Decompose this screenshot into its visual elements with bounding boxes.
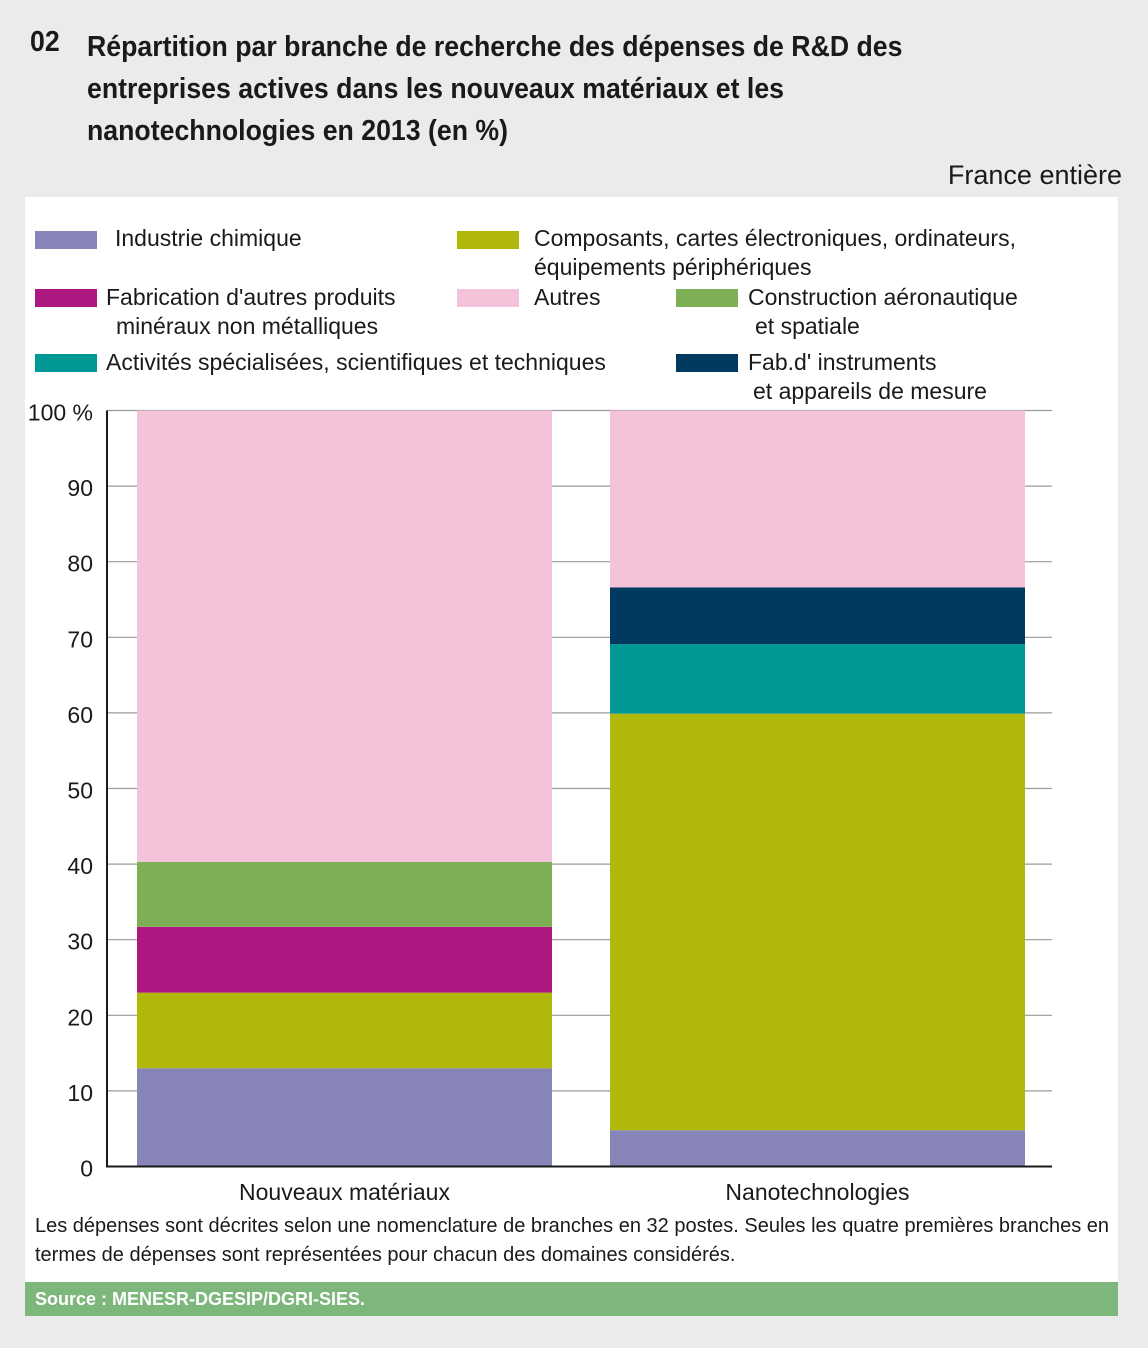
y-tick-label: 90 (67, 475, 93, 501)
scope-label: France entière (947, 160, 1122, 190)
legend-label: et spatiale (755, 313, 860, 339)
legend-swatch-aero (676, 289, 738, 307)
bar-segment (137, 992, 552, 1069)
bar-segment (137, 410, 552, 862)
legend-swatch-activites (35, 354, 97, 372)
legend-label: et appareils de mesure (753, 378, 987, 404)
y-tick-label: 10 (67, 1080, 93, 1106)
legend-label: Autres (534, 284, 601, 310)
bar-segment (610, 587, 1025, 645)
y-tick-label: 20 (67, 1004, 93, 1030)
y-tick-label: 80 (67, 551, 93, 577)
legend-label: équipements périphériques (534, 254, 812, 280)
legend-label: Composants, cartes électroniques, ordina… (534, 225, 1016, 251)
y-tick-label: 60 (67, 702, 93, 728)
legend-swatch-composants (457, 231, 519, 249)
bar-segment (610, 410, 1025, 588)
legend-label: Industrie chimique (115, 225, 302, 251)
legend-swatch-instruments (676, 354, 738, 372)
y-tick-label: 30 (67, 929, 93, 955)
legend-label: minéraux non métalliques (116, 313, 379, 339)
legend-label: Activités spécialisées, scientifiques et… (106, 349, 606, 375)
bar-segment (610, 1130, 1025, 1167)
chart-note: Les dépenses sont décrites selon une nom… (35, 1215, 1110, 1266)
x-category-label: Nouveaux matériaux (239, 1179, 450, 1205)
x-category-label: Nanotechnologies (725, 1179, 909, 1205)
bar-segment (137, 1068, 552, 1167)
legend-label: Construction aéronautique (748, 284, 1018, 310)
bar-segment (137, 861, 552, 927)
source-bar: Source : MENESR-DGESIP/DGRI-SIES. (25, 1282, 1118, 1316)
legend-swatch-autres (457, 289, 519, 307)
bar-segment (610, 713, 1025, 1131)
chart-number: 02 (30, 26, 60, 58)
y-tick-label: 100 % (28, 400, 93, 426)
legend-swatch-mineraux (35, 289, 97, 307)
bar-segment (610, 644, 1025, 714)
legend-label: Fabrication d'autres produits (106, 284, 396, 310)
legend-label: Fab.d' instruments (748, 349, 937, 375)
y-tick-label: 0 (80, 1156, 93, 1182)
y-tick-label: 40 (67, 853, 93, 879)
bar-segment (137, 926, 552, 993)
y-tick-label: 50 (67, 778, 93, 804)
legend-swatch-chimie (35, 231, 97, 249)
y-tick-label: 70 (67, 626, 93, 652)
chart-title: Répartition par branche de recherche des… (87, 31, 903, 147)
